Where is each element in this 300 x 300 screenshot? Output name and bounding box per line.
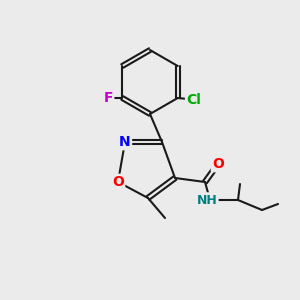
Text: N: N (119, 135, 131, 149)
Text: O: O (112, 175, 124, 189)
Text: Cl: Cl (186, 93, 201, 107)
Text: O: O (212, 157, 224, 171)
Text: F: F (103, 91, 113, 105)
Text: NH: NH (196, 194, 218, 206)
